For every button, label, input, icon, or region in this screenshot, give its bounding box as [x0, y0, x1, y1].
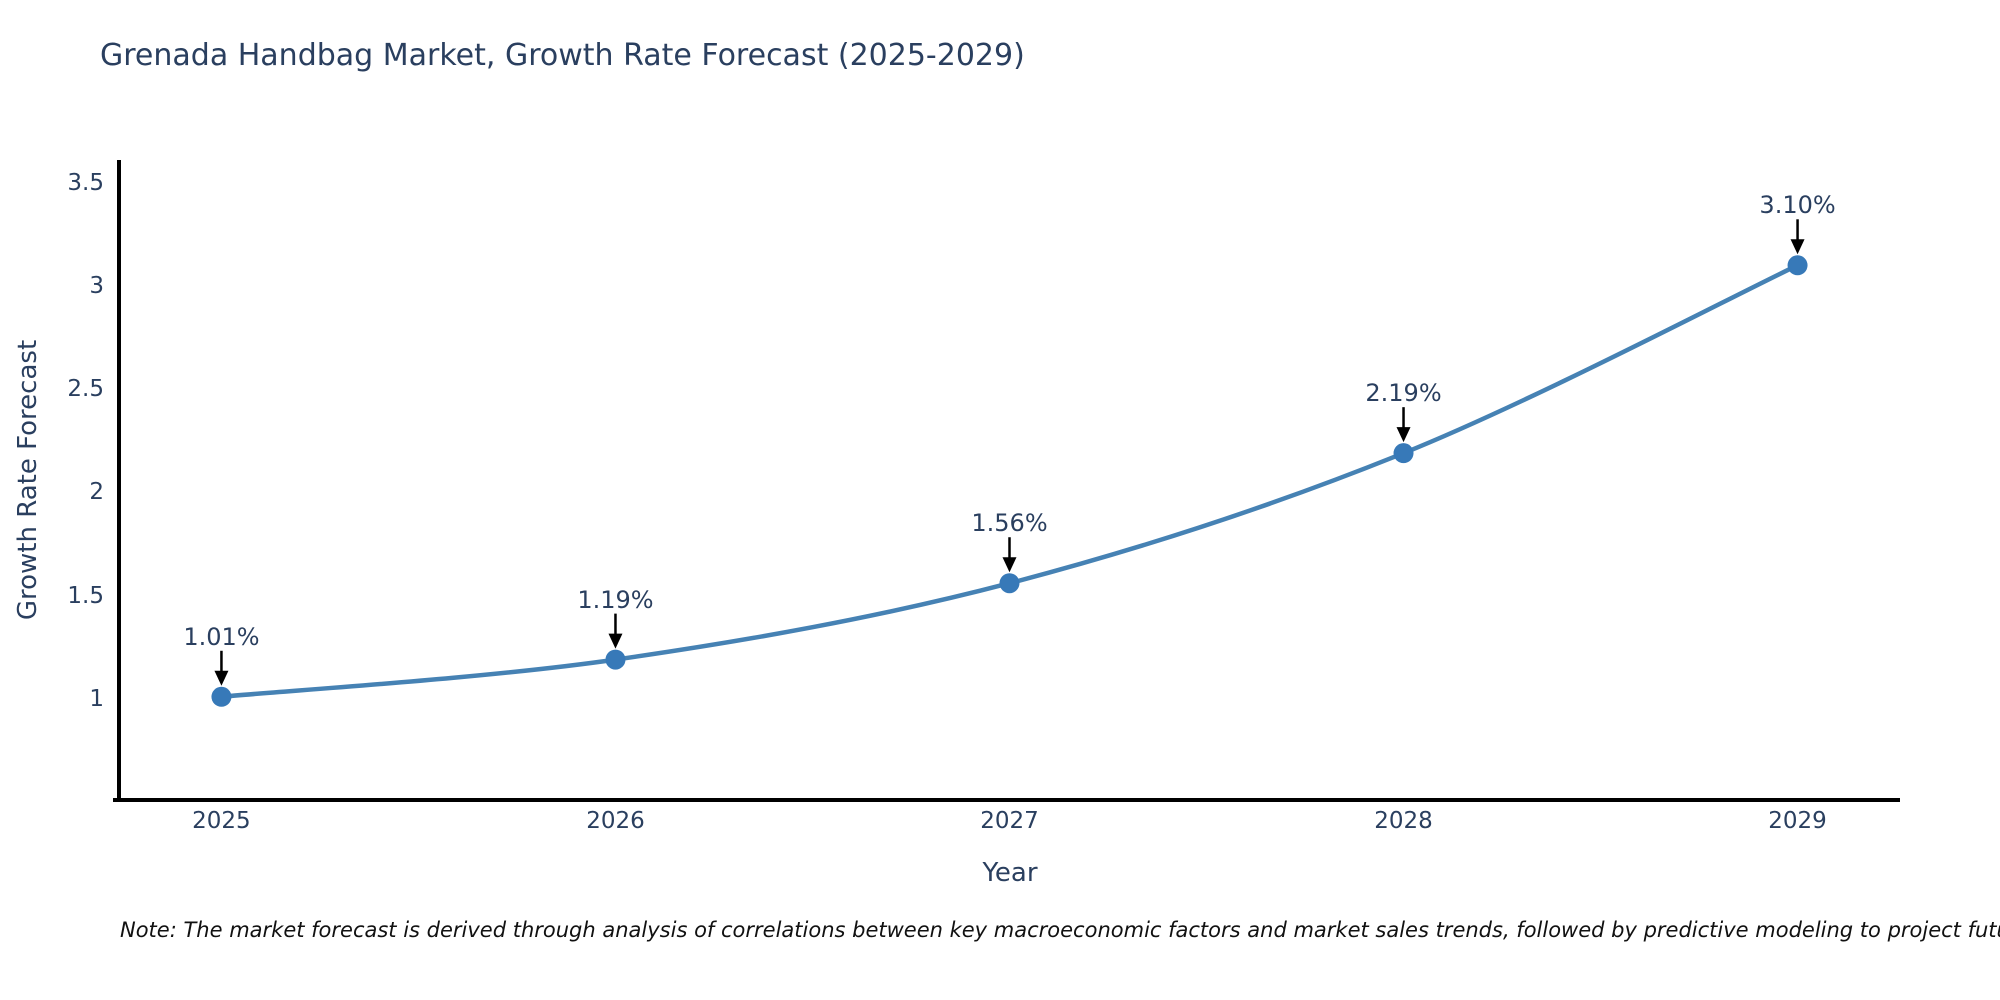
point-value-annotation: 1.56%	[971, 509, 1048, 538]
forecast-line-series	[221, 263, 1799, 700]
annotation-arrowhead	[1396, 427, 1411, 443]
y-tick-label: 1	[89, 685, 104, 712]
footnote: Note: The market forecast is derived thr…	[120, 918, 2000, 942]
annotation-arrowhead	[1002, 557, 1017, 573]
point-value-annotation: 2.19%	[1365, 379, 1442, 408]
y-tick-label: 2	[89, 479, 104, 506]
y-tick-label: 3.5	[67, 169, 104, 196]
y-tick-label: 1.5	[67, 582, 104, 609]
point-value-annotation: 1.01%	[183, 622, 260, 651]
y-tick-label: 2.5	[67, 376, 104, 403]
x-tick-label: 2029	[1768, 808, 1827, 834]
data-point-marker	[211, 686, 232, 707]
annotation-arrowhead	[214, 670, 229, 686]
x-tick-label: 2025	[192, 808, 251, 834]
y-axis-title: Growth Rate Forecast	[13, 339, 43, 621]
x-axis-title: Year	[982, 858, 1038, 888]
annotation-arrowhead	[1790, 239, 1805, 255]
data-point-marker	[999, 573, 1020, 594]
data-point-marker	[1787, 255, 1808, 276]
chart-title: Grenada Handbag Market, Growth Rate Fore…	[100, 38, 1025, 73]
x-tick-label: 2028	[1374, 808, 1433, 834]
point-value-annotation: 3.10%	[1759, 191, 1836, 220]
annotation-arrowhead	[608, 633, 623, 649]
data-point-marker	[605, 649, 626, 670]
point-value-annotation: 1.19%	[577, 585, 654, 614]
data-point-marker	[1393, 443, 1414, 464]
y-tick-label: 3	[89, 272, 104, 299]
x-tick-label: 2026	[586, 808, 645, 834]
x-tick-label: 2027	[980, 808, 1039, 834]
